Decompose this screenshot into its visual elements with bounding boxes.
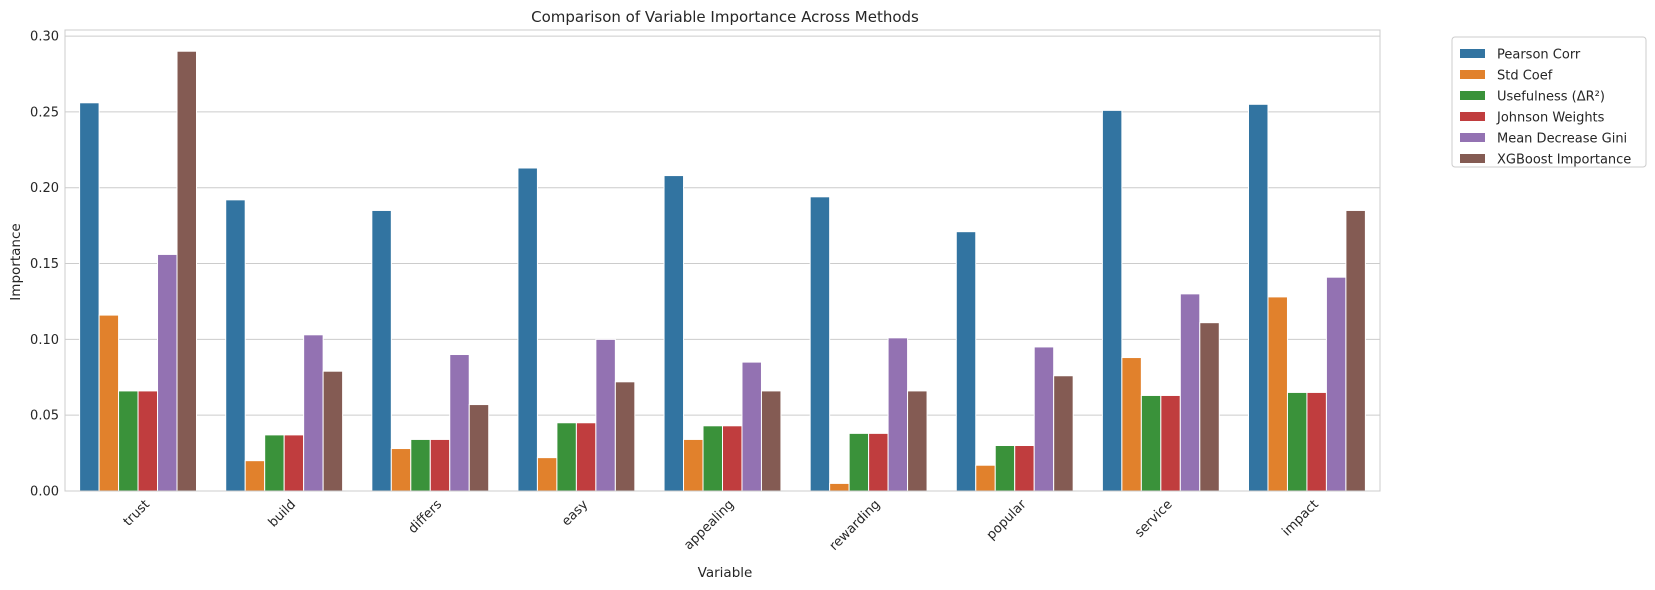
- bar-easy-2: [536, 457, 558, 492]
- series-6: [176, 50, 1366, 492]
- bar-impact-3: [1286, 391, 1308, 492]
- bar-trust-1: [79, 102, 100, 492]
- bar-popular-3: [994, 445, 1016, 492]
- legend-label: Std Coef: [1497, 69, 1553, 84]
- x-tick-label: rewarding: [827, 497, 884, 554]
- bar-appealing-2: [683, 438, 704, 492]
- bar-build-2: [244, 460, 266, 492]
- y-tick-label: 0.05: [30, 409, 59, 424]
- bar-appealing-4: [722, 425, 743, 492]
- bar-popular-5: [1033, 346, 1055, 492]
- bar-service-2: [1121, 357, 1142, 492]
- x-tick-label: easy: [559, 497, 591, 529]
- bar-service-1: [1101, 109, 1123, 492]
- bar-trust-4: [137, 390, 159, 492]
- y-tick-label: 0.10: [30, 333, 59, 348]
- bar-popular-6: [1053, 375, 1074, 492]
- x-tick-label: differs: [406, 497, 446, 537]
- bar-service-4: [1160, 394, 1181, 492]
- bar-rewarding-1: [809, 196, 831, 492]
- bar-trust-5: [157, 253, 178, 492]
- bar-appealing-6: [760, 390, 782, 492]
- bar-impact-5: [1325, 276, 1347, 492]
- bar-build-3: [264, 434, 285, 492]
- legend-swatch: [1460, 133, 1485, 142]
- legend-swatch: [1460, 49, 1485, 58]
- legend-swatch: [1460, 112, 1485, 121]
- y-tick-label: 0.00: [30, 485, 59, 500]
- bar-easy-3: [556, 422, 577, 492]
- bar-impact-4: [1306, 391, 1327, 492]
- bar-popular-4: [1014, 445, 1035, 492]
- legend-label: Pearson Corr: [1497, 48, 1581, 63]
- series-2: [98, 296, 1288, 492]
- bar-trust-2: [98, 314, 120, 492]
- y-tick-label: 0.30: [30, 30, 59, 45]
- bar-rewarding-2: [829, 482, 850, 492]
- bar-differs-1: [371, 209, 392, 492]
- legend: Pearson Corr Std Coef Usefulness (ΔR²) John…: [1451, 36, 1647, 168]
- bar-differs-5: [449, 354, 470, 492]
- y-axis-label: Importance: [8, 223, 24, 300]
- legend-box: [1451, 36, 1647, 168]
- bar-build-5: [303, 334, 324, 492]
- bar-differs-4: [429, 438, 451, 492]
- bar-impact-1: [1248, 103, 1269, 492]
- y-tick-label: 0.15: [30, 257, 59, 272]
- bar-popular-2: [975, 464, 996, 492]
- x-tick-label: build: [266, 497, 299, 530]
- bar-impact-6: [1345, 209, 1366, 492]
- bar-differs-3: [410, 438, 431, 492]
- bar-service-5: [1179, 293, 1201, 492]
- plot-frame: [64, 29, 1381, 492]
- y-tick-label: 0.20: [30, 181, 59, 196]
- bar-rewarding-4: [868, 432, 889, 492]
- x-tick-label: impact: [1280, 497, 1322, 539]
- bar-rewarding-6: [907, 390, 928, 492]
- legend-swatch: [1460, 91, 1485, 100]
- bar-build-6: [322, 370, 344, 492]
- bar-build-1: [225, 199, 246, 492]
- bar-appealing-1: [663, 175, 685, 492]
- bar-service-6: [1199, 322, 1220, 492]
- bar-appealing-5: [741, 361, 762, 492]
- legend-label: Johnson Weights: [1496, 111, 1605, 126]
- bar-differs-2: [390, 448, 412, 492]
- bar-impact-2: [1267, 296, 1288, 492]
- y-tick-label: 0.25: [30, 105, 59, 120]
- bar-easy-4: [575, 422, 597, 492]
- bar-rewarding-3: [848, 432, 870, 492]
- bar-trust-6: [176, 50, 198, 492]
- legend-label: XGBoost Importance: [1497, 153, 1631, 168]
- bar-easy-1: [517, 167, 538, 492]
- bar-popular-1: [955, 231, 977, 492]
- plot-area: 0.00 0.05 0.10 0.15 0.20 0.25 0.30 trust build di…: [30, 29, 1381, 554]
- x-tick-label: trust: [121, 497, 153, 529]
- bar-easy-5: [595, 338, 616, 492]
- x-tick-label: popular: [984, 497, 1030, 543]
- series-4: [137, 390, 1327, 492]
- bar-differs-6: [468, 404, 490, 492]
- bar-trust-3: [118, 390, 139, 492]
- legend-label: Usefulness (ΔR²): [1497, 90, 1605, 105]
- series-1: [79, 102, 1269, 492]
- bar-build-4: [283, 434, 305, 492]
- bar-appealing-3: [702, 425, 723, 492]
- x-axis-label: Variable: [698, 565, 753, 581]
- legend-label: Mean Decrease Gini: [1497, 132, 1627, 147]
- legend-swatch: [1460, 70, 1485, 79]
- bar-rewarding-5: [887, 337, 909, 492]
- bar-service-3: [1140, 394, 1162, 492]
- bar-easy-6: [614, 381, 636, 492]
- chart-title: Comparison of Variable Importance Across…: [531, 8, 919, 26]
- x-tick-label: service: [1132, 497, 1176, 541]
- x-tick-label: appealing: [681, 497, 737, 553]
- legend-swatch: [1460, 154, 1485, 163]
